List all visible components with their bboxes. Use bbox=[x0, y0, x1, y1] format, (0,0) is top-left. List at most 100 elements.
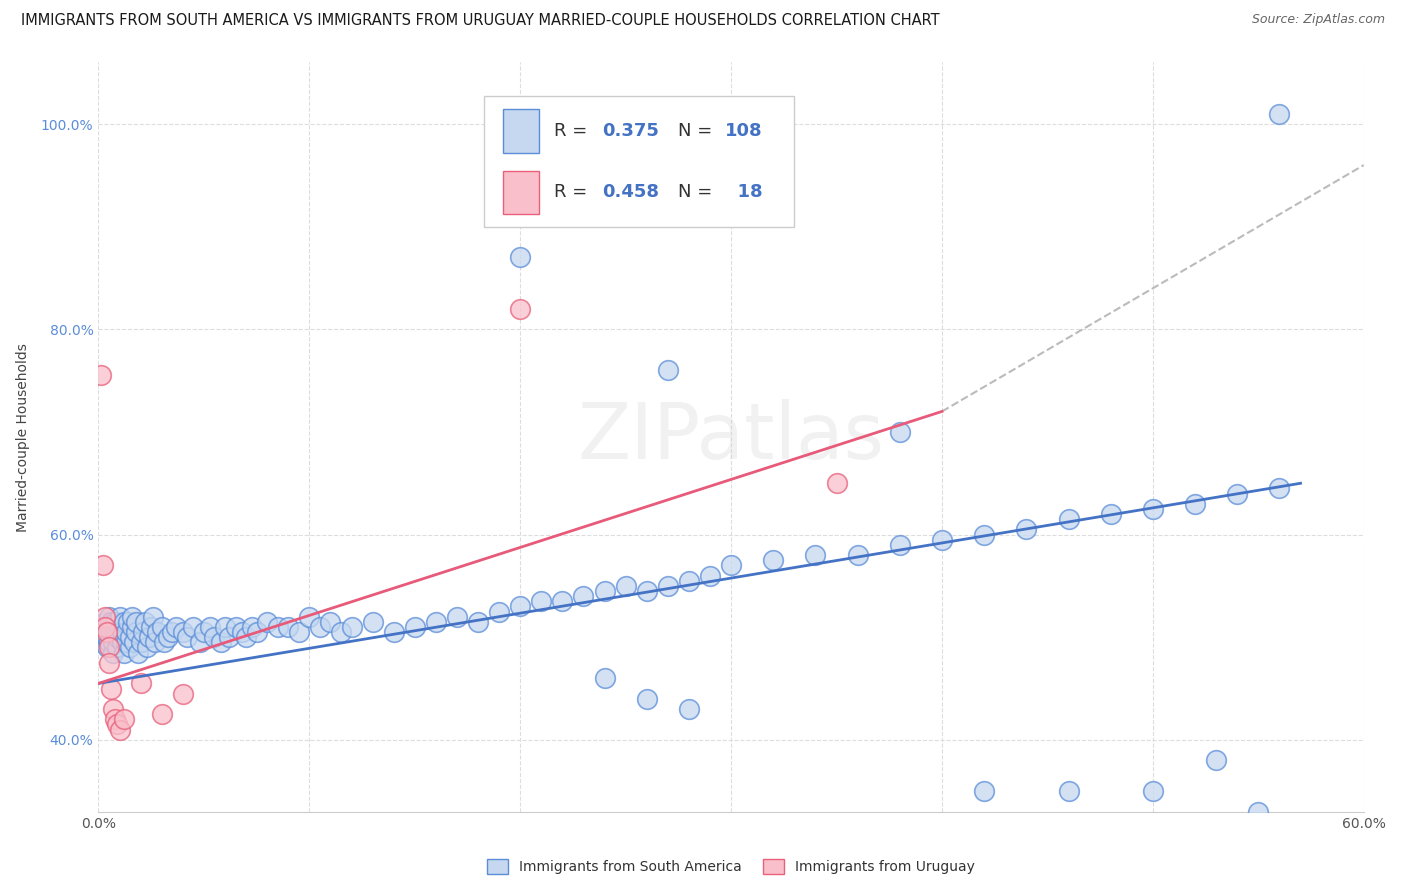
Text: 18: 18 bbox=[725, 184, 762, 202]
Point bbox=[91, 620, 114, 634]
Point bbox=[162, 625, 183, 640]
Text: R =: R = bbox=[554, 184, 593, 202]
Point bbox=[1142, 502, 1164, 516]
Point bbox=[96, 625, 118, 640]
Point bbox=[509, 301, 531, 316]
Point bbox=[1015, 523, 1038, 537]
Point bbox=[112, 646, 135, 660]
Point bbox=[120, 630, 141, 644]
Point bbox=[218, 630, 240, 644]
Point bbox=[117, 615, 139, 629]
Point bbox=[129, 676, 152, 690]
Point bbox=[108, 609, 131, 624]
Point bbox=[636, 691, 658, 706]
Point bbox=[146, 625, 169, 640]
Point bbox=[136, 640, 159, 655]
Point bbox=[121, 609, 143, 624]
Text: N =: N = bbox=[678, 184, 718, 202]
Point bbox=[107, 717, 129, 731]
Point bbox=[231, 625, 253, 640]
Point bbox=[825, 476, 848, 491]
Point bbox=[172, 625, 194, 640]
Point bbox=[104, 625, 127, 640]
Point bbox=[1057, 784, 1080, 798]
Point bbox=[1142, 784, 1164, 798]
Point bbox=[108, 620, 131, 634]
Point bbox=[103, 646, 125, 660]
Point bbox=[235, 630, 257, 644]
FancyBboxPatch shape bbox=[503, 109, 538, 153]
Point bbox=[183, 620, 205, 634]
FancyBboxPatch shape bbox=[503, 170, 538, 214]
Point bbox=[93, 620, 117, 634]
Point bbox=[762, 553, 785, 567]
Point bbox=[104, 615, 127, 629]
Point bbox=[1057, 512, 1080, 526]
Point bbox=[125, 615, 148, 629]
Point bbox=[1205, 753, 1227, 767]
Point bbox=[361, 615, 384, 629]
Point bbox=[176, 630, 198, 644]
Point bbox=[277, 620, 299, 634]
Point bbox=[129, 635, 152, 649]
Point bbox=[150, 620, 173, 634]
Point bbox=[96, 640, 118, 655]
Text: 0.458: 0.458 bbox=[602, 184, 659, 202]
Point bbox=[134, 615, 156, 629]
Point bbox=[488, 605, 510, 619]
Point bbox=[112, 712, 135, 726]
Point bbox=[225, 620, 247, 634]
Point bbox=[111, 635, 132, 649]
Point bbox=[287, 625, 309, 640]
Point bbox=[593, 671, 616, 685]
Point bbox=[124, 635, 146, 649]
Point bbox=[657, 363, 679, 377]
FancyBboxPatch shape bbox=[484, 96, 794, 227]
Legend: Immigrants from South America, Immigrants from Uruguay: Immigrants from South America, Immigrant… bbox=[482, 854, 980, 880]
Point bbox=[128, 646, 150, 660]
Point bbox=[100, 625, 122, 640]
Point bbox=[96, 630, 118, 644]
Point bbox=[150, 707, 173, 722]
Point bbox=[93, 625, 117, 640]
Point bbox=[404, 620, 426, 634]
Point bbox=[91, 635, 114, 649]
Point bbox=[120, 640, 141, 655]
Point bbox=[267, 620, 290, 634]
Point bbox=[188, 635, 211, 649]
Point bbox=[138, 630, 160, 644]
Point bbox=[593, 584, 616, 599]
Point bbox=[112, 615, 135, 629]
Point bbox=[467, 615, 489, 629]
Point bbox=[309, 620, 332, 634]
Text: N =: N = bbox=[678, 122, 718, 140]
Point bbox=[242, 620, 264, 634]
Point bbox=[1268, 107, 1291, 121]
Point bbox=[100, 681, 122, 696]
Point bbox=[103, 702, 125, 716]
Point bbox=[141, 620, 163, 634]
Text: 0.375: 0.375 bbox=[602, 122, 659, 140]
Text: ZIPatlas: ZIPatlas bbox=[578, 399, 884, 475]
Point bbox=[330, 625, 353, 640]
Point bbox=[115, 625, 138, 640]
Point bbox=[98, 656, 121, 670]
Point bbox=[103, 635, 125, 649]
Point bbox=[636, 584, 658, 599]
Point bbox=[720, 558, 742, 573]
Point bbox=[100, 615, 122, 629]
Point bbox=[121, 620, 143, 634]
Text: Source: ZipAtlas.com: Source: ZipAtlas.com bbox=[1251, 13, 1385, 27]
Point bbox=[107, 630, 129, 644]
Point bbox=[382, 625, 405, 640]
Point bbox=[614, 579, 637, 593]
Point bbox=[446, 609, 468, 624]
Point bbox=[846, 548, 869, 562]
Point bbox=[145, 635, 166, 649]
Point bbox=[107, 640, 129, 655]
Point bbox=[157, 630, 180, 644]
Text: 108: 108 bbox=[725, 122, 762, 140]
Point bbox=[98, 635, 121, 649]
Point bbox=[889, 425, 911, 439]
Point bbox=[256, 615, 278, 629]
